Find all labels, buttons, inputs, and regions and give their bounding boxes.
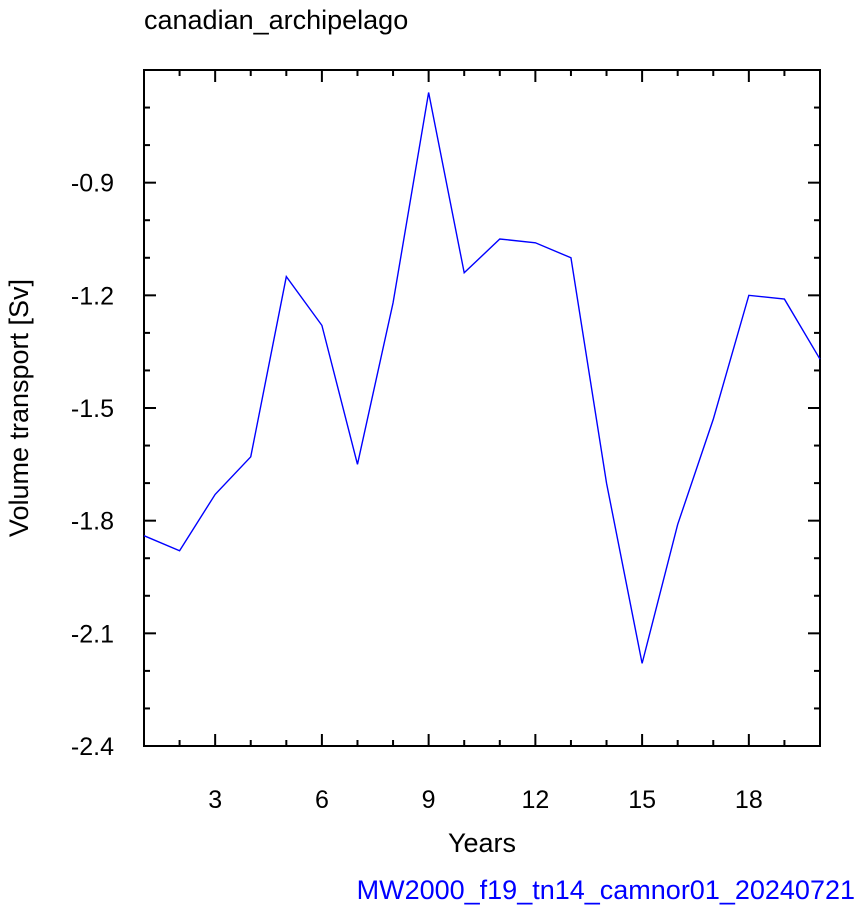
data-point: [391, 301, 395, 305]
y-tick-label: -1.2: [71, 282, 114, 310]
data-point: [284, 275, 288, 279]
x-tick-label: 18: [735, 786, 763, 814]
data-point: [605, 481, 609, 485]
data-point: [711, 417, 715, 421]
data-point: [640, 661, 644, 665]
data-point: [427, 91, 431, 95]
chart-title: canadian_archipelago: [144, 5, 408, 35]
data-point: [142, 534, 146, 538]
data-point: [355, 462, 359, 466]
x-tick-label: 6: [315, 786, 329, 814]
x-tick-label: 15: [628, 786, 656, 814]
footer-run-id: MW2000_f19_tn14_camnor01_20240721: [357, 875, 855, 905]
data-point: [747, 293, 751, 297]
data-point: [249, 455, 253, 459]
data-point: [676, 522, 680, 526]
x-tick-label: 12: [521, 786, 549, 814]
series-layer: [142, 91, 822, 665]
axis-tick-labels: 3 6 9 12 15 18 -0.9 -1.2 -1.5 -1.8 -2.1 -2.4: [71, 170, 763, 814]
data-point: [462, 271, 466, 275]
y-tick-label: -2.1: [71, 620, 114, 648]
y-tick-label: -1.8: [71, 508, 114, 536]
x-tick-label: 3: [208, 786, 222, 814]
data-point: [178, 549, 182, 553]
y-axis-label: Volume transport [Sv]: [4, 279, 34, 537]
x-axis-label: Years: [448, 828, 516, 858]
data-point: [213, 492, 217, 496]
data-point: [533, 241, 537, 245]
data-point: [320, 323, 324, 327]
plot-frame: [143, 69, 821, 747]
data-point: [498, 237, 502, 241]
data-point: [569, 256, 573, 260]
data-point: [782, 297, 786, 301]
y-tick-label: -2.4: [71, 733, 114, 761]
axis-ticks: [143, 69, 821, 747]
series-line: [143, 92, 821, 664]
y-tick-label: -1.5: [71, 395, 114, 423]
x-tick-label: 9: [422, 786, 436, 814]
data-point: [818, 357, 822, 361]
y-tick-label: -0.9: [71, 170, 114, 198]
